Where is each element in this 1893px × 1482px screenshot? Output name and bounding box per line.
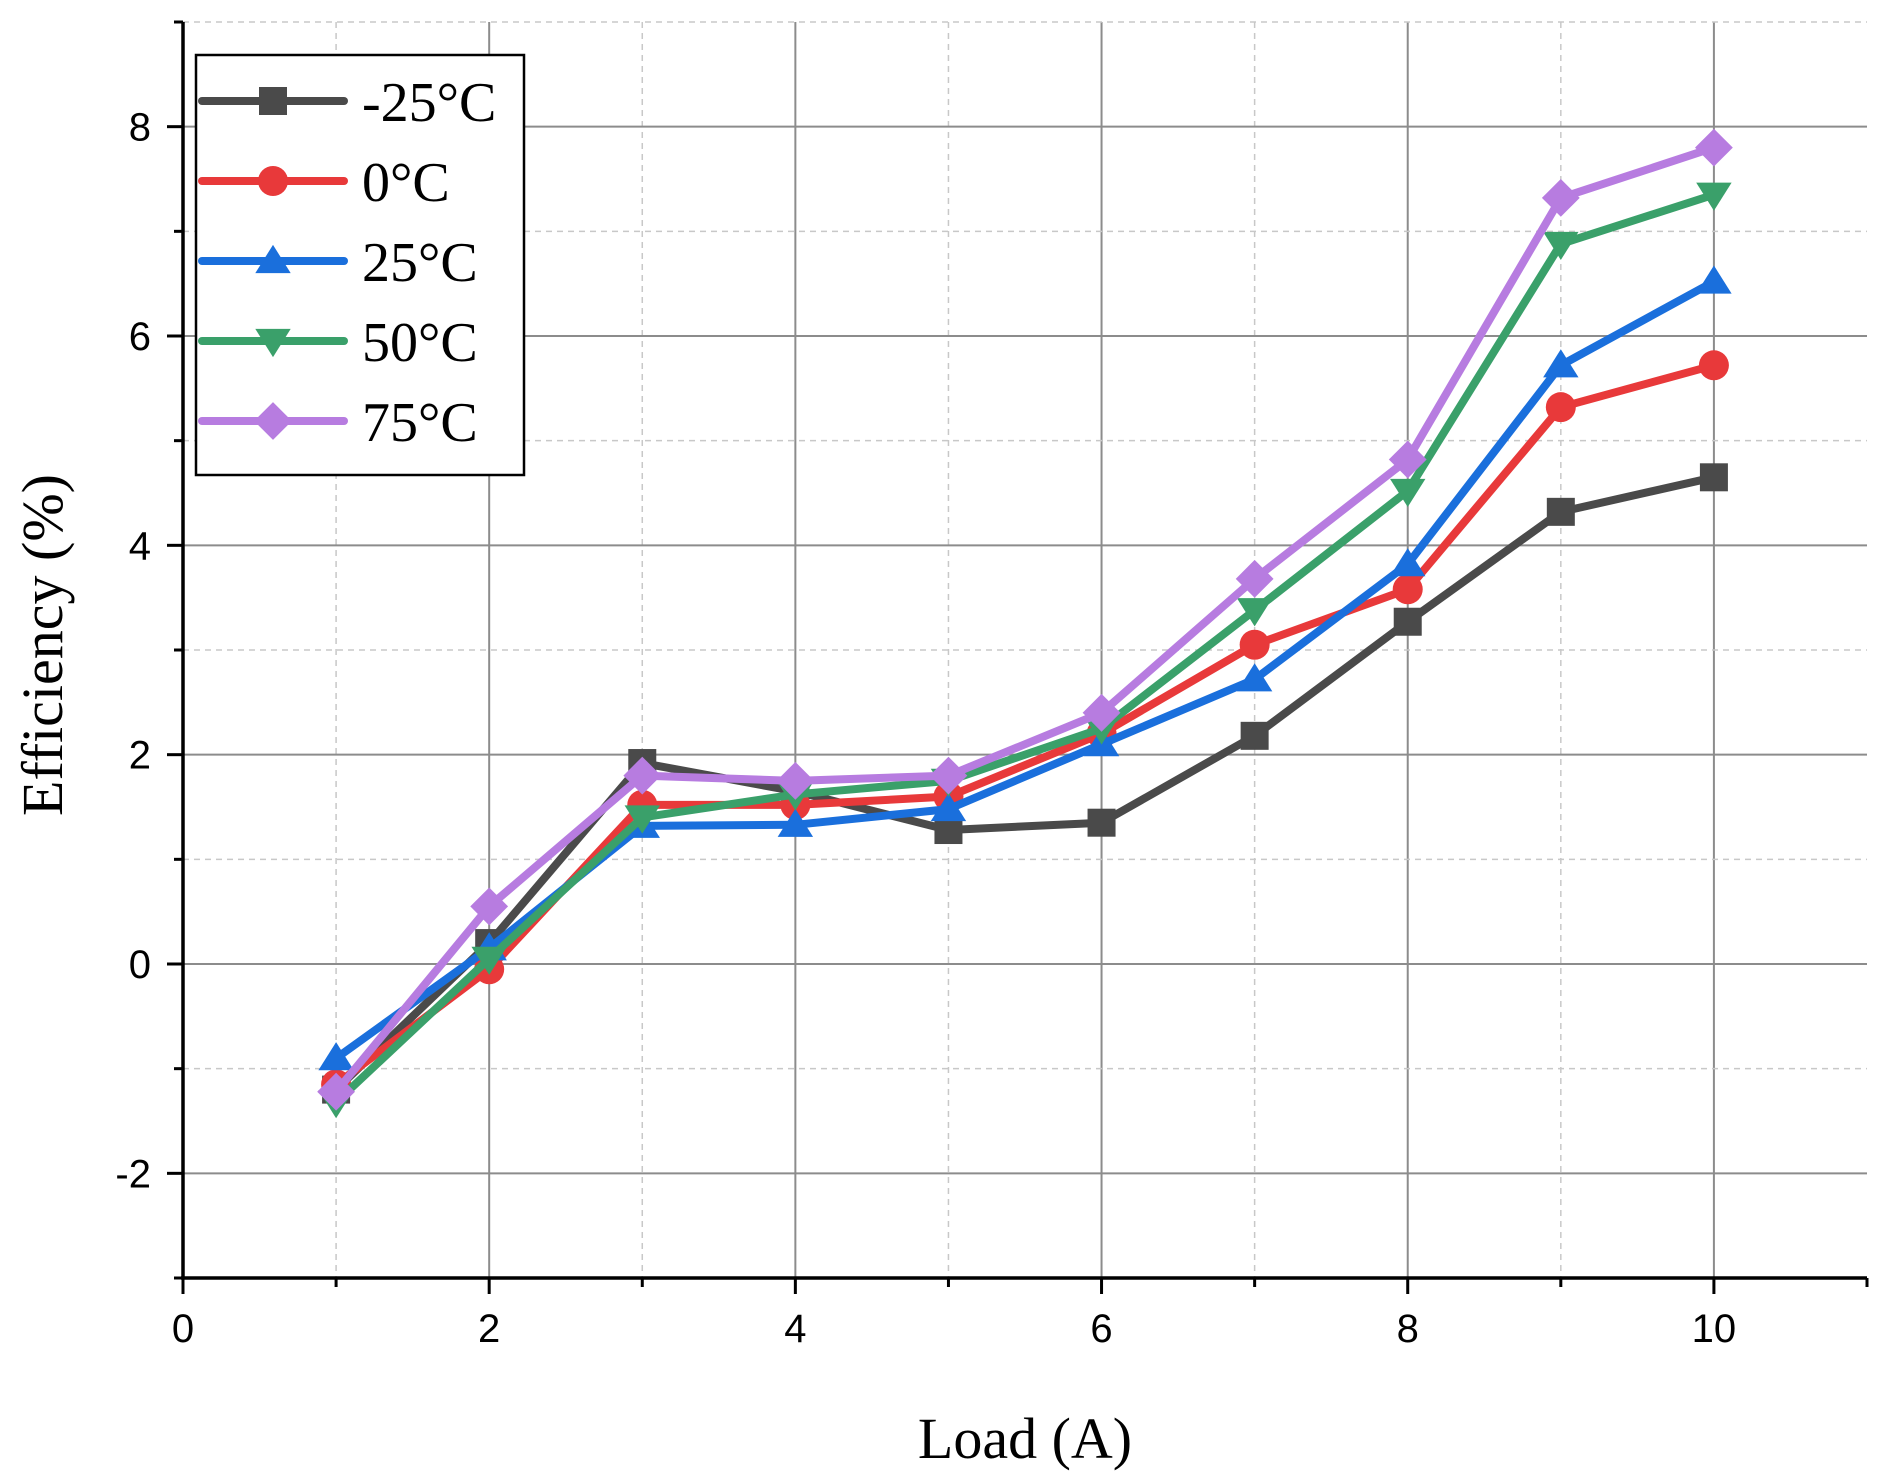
data-point	[1236, 598, 1273, 627]
data-point	[777, 808, 814, 837]
data-point	[1698, 350, 1729, 381]
data-point	[1545, 392, 1576, 423]
data-point	[624, 805, 660, 834]
data-point	[470, 887, 509, 926]
x-axis-title: Load (A)	[918, 1406, 1132, 1471]
x-tick-label: 4	[784, 1307, 806, 1351]
data-point	[1390, 548, 1426, 577]
series-4	[317, 128, 1733, 1111]
series-line	[332, 361, 1718, 1089]
series-group	[317, 128, 1733, 1119]
data-point	[1541, 178, 1580, 217]
data-point	[1696, 182, 1732, 211]
data-point	[1239, 629, 1270, 660]
y-tick-label: 4	[129, 524, 151, 568]
data-point	[1695, 128, 1733, 167]
data-point	[1390, 478, 1426, 508]
legend-marker	[255, 244, 291, 274]
data-point	[1240, 721, 1269, 750]
series-0	[322, 463, 1728, 1104]
legend-label: 25°C	[362, 232, 478, 294]
data-point	[1696, 265, 1732, 294]
data-point	[1543, 349, 1579, 378]
legend-label: 75°C	[362, 392, 478, 454]
data-point	[929, 756, 968, 795]
series-1	[321, 350, 1729, 1100]
y-tick-label: 6	[129, 315, 151, 359]
x-tick-label: 0	[172, 1307, 194, 1351]
legend-marker	[254, 402, 292, 440]
data-point	[1392, 574, 1423, 605]
y-tick-label: -2	[115, 1152, 151, 1196]
series-line	[332, 143, 1718, 1096]
y-tick-label: 2	[129, 734, 151, 778]
series-line	[332, 277, 1718, 1063]
legend-label: -25°C	[362, 72, 496, 134]
x-tick-label: 8	[1397, 1307, 1419, 1351]
x-tick-label: 2	[478, 1307, 500, 1351]
y-tick-label: 0	[129, 943, 151, 987]
data-point	[623, 756, 662, 795]
legend-marker	[255, 328, 291, 358]
legend-marker	[258, 166, 288, 196]
data-point	[930, 792, 967, 822]
data-point	[1393, 607, 1422, 636]
data-point	[1699, 463, 1728, 492]
data-point	[1236, 663, 1273, 692]
legend: -25°C 0°C 25°C 50°C 75°C	[194, 53, 526, 477]
legend-label: 0°C	[362, 152, 450, 214]
x-tick-label: 10	[1692, 1307, 1737, 1351]
legend-marker	[259, 87, 287, 115]
data-point	[317, 1072, 355, 1111]
data-point	[1087, 808, 1116, 837]
data-point	[1082, 693, 1121, 732]
data-point	[776, 761, 815, 800]
y-axis-title: Efficiency (%)	[10, 474, 75, 816]
data-point	[471, 946, 507, 975]
data-point	[1546, 497, 1575, 526]
data-point	[1235, 559, 1274, 598]
data-point	[1388, 440, 1427, 479]
legend-label: 50°C	[362, 312, 478, 374]
x-tick-label: 6	[1090, 1307, 1112, 1351]
series-line	[332, 473, 1718, 1094]
data-point	[318, 1042, 354, 1071]
y-tick-label: 8	[129, 106, 151, 150]
axes: 0 2 4 6 8 10 -2 0 2 4 6 8	[115, 20, 1869, 1351]
series-2	[318, 265, 1732, 1071]
series-line	[332, 190, 1718, 1107]
data-point	[1543, 231, 1579, 260]
